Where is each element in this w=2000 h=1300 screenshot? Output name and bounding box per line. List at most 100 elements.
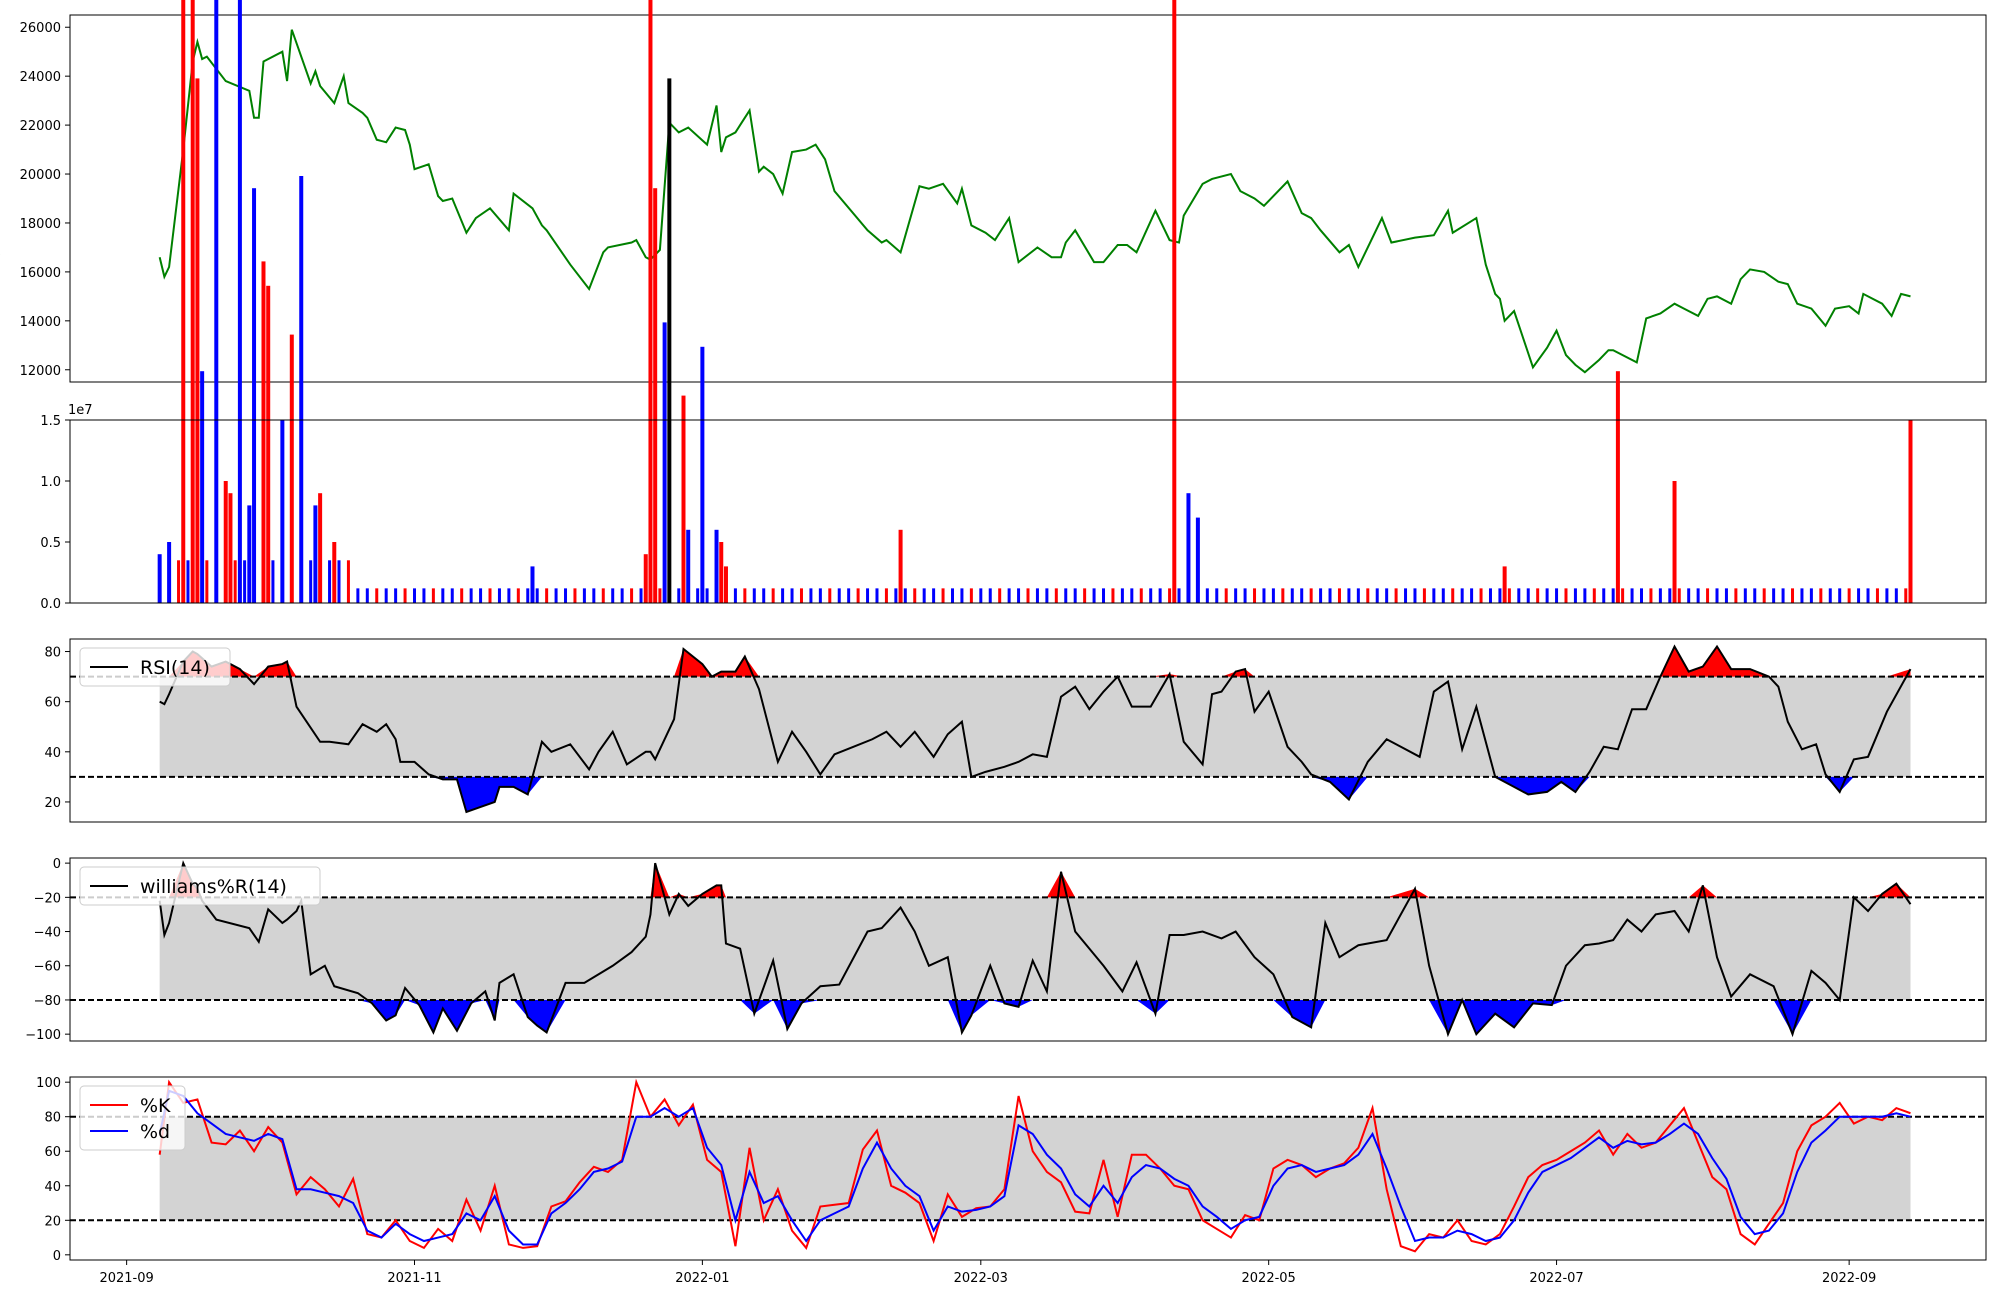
- volume-bar: [592, 588, 596, 603]
- volume-bar: [1517, 588, 1521, 603]
- volume-bar: [356, 588, 360, 603]
- x-tick-label: 2022-05: [1242, 1271, 1296, 1286]
- volume-bar: [1253, 588, 1257, 603]
- volume-bar: [564, 588, 568, 603]
- volume-bar: [1781, 588, 1785, 603]
- volume-bar: [337, 560, 341, 603]
- volume-bar: [252, 188, 257, 603]
- volume-bar: [243, 560, 247, 603]
- volume-bar: [375, 588, 379, 603]
- volume-bar: [1177, 588, 1181, 603]
- axes-frame: [69, 1076, 1987, 1261]
- volume-bar: [554, 588, 558, 603]
- volume-bar: [1460, 588, 1464, 603]
- volume-bar: [1885, 588, 1889, 603]
- williams-overbought-fill: [159, 863, 1911, 898]
- volume-bar: [913, 588, 917, 603]
- volume-bar: [1035, 588, 1039, 603]
- volume-bar: [1281, 588, 1285, 603]
- volume-bar: [719, 542, 724, 603]
- volume-bar: [771, 588, 775, 603]
- volume-bar: [799, 588, 803, 603]
- volume-bar: [809, 588, 813, 603]
- volume-bar: [328, 560, 332, 603]
- volume-bar: [266, 285, 271, 603]
- legend-label: %d: [140, 1121, 170, 1143]
- volume-bar: [205, 560, 209, 603]
- volume-bar: [979, 588, 983, 603]
- y-tick-label: −40: [34, 926, 61, 941]
- volume-bar: [1337, 588, 1341, 603]
- volume-bar: [601, 588, 605, 603]
- legend-box: [79, 647, 231, 687]
- volume-bar: [837, 588, 841, 603]
- volume-bar: [526, 588, 530, 603]
- volume-bar: [1045, 588, 1049, 603]
- volume-bar: [441, 588, 445, 603]
- volume-bar: [1300, 588, 1304, 603]
- volume-bar: [922, 588, 926, 603]
- volume-bar: [1762, 588, 1766, 603]
- volume-bar: [648, 0, 653, 603]
- volume-bar: [998, 588, 1002, 603]
- y-tick-label: 1.5: [40, 414, 61, 429]
- williams-line: [158, 860, 1912, 1038]
- volume-bar: [214, 0, 219, 603]
- axes-frame: [69, 857, 1987, 1042]
- volume-bar: [1017, 588, 1021, 603]
- volume-bar: [866, 588, 870, 603]
- volume-bar: [1526, 588, 1530, 603]
- volume-bar: [190, 0, 195, 603]
- williams-r-panel: −100 −80 −60 −40 −20 0 williams%R(14): [25, 857, 1987, 1043]
- volume-bar: [1451, 588, 1455, 603]
- volume-bar: [1347, 588, 1351, 603]
- volume-bar: [903, 588, 907, 603]
- volume-multiplier-label: 1e7: [68, 403, 93, 418]
- volume-bar: [1366, 588, 1370, 603]
- volume-bar: [1186, 493, 1191, 603]
- volume-bar: [1677, 588, 1681, 603]
- volume-bar: [1149, 588, 1153, 603]
- volume-bar: [818, 588, 822, 603]
- stochastic-d-line: [158, 1089, 1911, 1246]
- volume-bar: [413, 588, 417, 603]
- legend-label: RSI(14): [140, 657, 210, 679]
- price-panel: 12000 14000 16000 18000 20000 22000 24000 26000: [0, 14, 1987, 383]
- volume-bar: [1195, 517, 1200, 603]
- volume-bar: [1555, 588, 1559, 603]
- volume-bar: [313, 505, 318, 603]
- volume-bar: [289, 334, 294, 603]
- volume-bar: [1234, 588, 1238, 603]
- volume-bar: [714, 529, 719, 603]
- y-tick-label: 22000: [20, 119, 61, 134]
- volume-bar: [723, 566, 728, 603]
- volume-bar: [847, 588, 851, 603]
- volume-bar: [1262, 588, 1266, 603]
- volume-bar: [1120, 588, 1124, 603]
- volume-bar: [346, 560, 350, 603]
- stochastic-k-line: [158, 1078, 1911, 1253]
- x-tick-label: 2022-07: [1529, 1271, 1583, 1286]
- volume-bar: [1602, 588, 1606, 603]
- legend-box: [79, 866, 321, 906]
- williams-oversold-fill: [159, 999, 1911, 1035]
- rsi-panel: 20 40 60 80 RSI(14): [44, 638, 1987, 823]
- volume-bar: [1309, 588, 1313, 603]
- volume-bar: [460, 588, 464, 603]
- volume-bar: [1172, 0, 1177, 603]
- volume-bar: [422, 588, 426, 603]
- volume-bar: [1791, 588, 1795, 603]
- volume-bar: [1545, 588, 1549, 603]
- volume-bar: [545, 588, 549, 603]
- x-tick-label: 2022-03: [954, 1271, 1008, 1286]
- volume-panel: 0.0 0.5 1.0 1.5 1e7: [40, 0, 1987, 612]
- volume-bar: [1800, 588, 1804, 603]
- volume-bar: [573, 588, 577, 603]
- volume-bar: [1507, 588, 1511, 603]
- y-tick-label: −20: [34, 891, 61, 906]
- volume-bar: [1809, 588, 1813, 603]
- y-tick-label: −60: [34, 960, 61, 975]
- volume-bar: [781, 588, 785, 603]
- volume-bar: [497, 588, 501, 603]
